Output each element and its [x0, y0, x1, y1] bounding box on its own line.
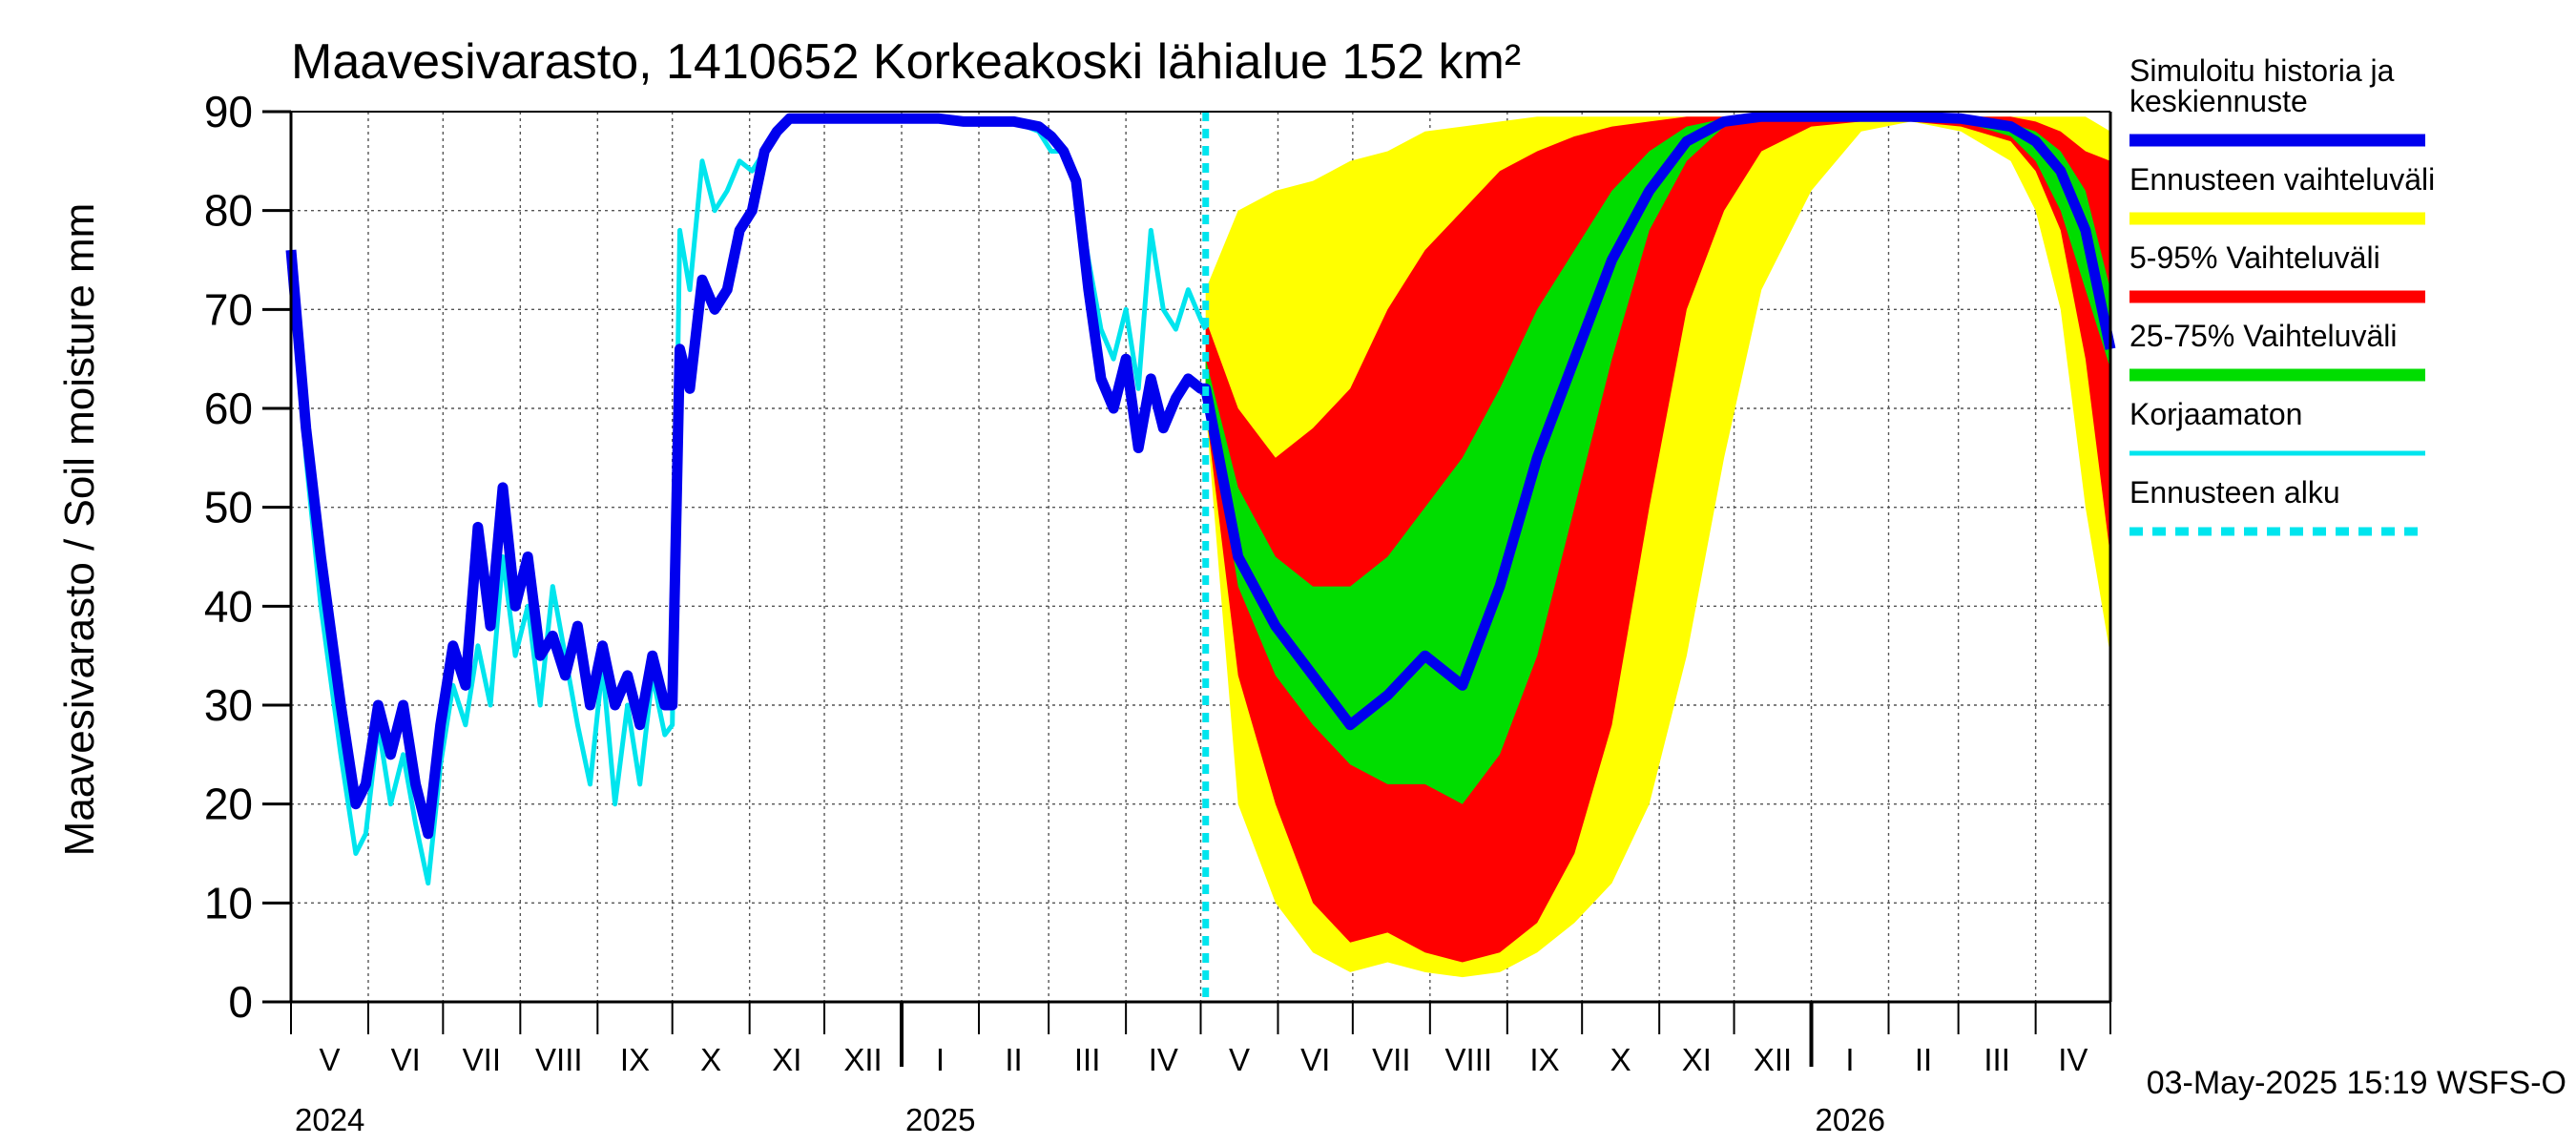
- x-tick-label: IX: [620, 1042, 650, 1077]
- y-tick-label: 80: [204, 186, 253, 236]
- series-layer: [285, 111, 2116, 1002]
- year-label: 2025: [905, 1102, 975, 1137]
- x-tick-label: X: [700, 1042, 721, 1077]
- x-tick-label: I: [936, 1042, 945, 1077]
- legend-label: 5-95% Vaihteluväli: [2129, 240, 2380, 275]
- x-tick-label: VIII: [1445, 1042, 1493, 1077]
- legend-label: Ennusteen alku: [2129, 475, 2340, 510]
- x-tick-label: II: [1005, 1042, 1022, 1077]
- y-axis-label: Maavesivarasto / Soil moisture mm: [56, 203, 103, 857]
- x-tick-label: IV: [2058, 1042, 2088, 1077]
- line-korjaamaton: [288, 114, 1208, 886]
- y-tick-label: 50: [204, 483, 253, 532]
- legend-label: keskiennuste: [2129, 84, 2308, 118]
- legend-label: Ennusteen vaihteluväli: [2129, 162, 2435, 197]
- y-tick-label: 20: [204, 780, 253, 829]
- y-tick-label: 60: [204, 384, 253, 433]
- y-tick-label: 40: [204, 581, 253, 631]
- grid: [291, 111, 2110, 1003]
- x-tick-label: XII: [843, 1042, 882, 1077]
- x-tick-label: X: [1610, 1042, 1631, 1077]
- y-tick-label: 10: [204, 878, 253, 927]
- timestamp-footer: 03-May-2025 15:19 WSFS-O: [2147, 1065, 2566, 1101]
- x-tick-label: VII: [1372, 1042, 1410, 1077]
- year-label: 2024: [295, 1102, 364, 1137]
- x-tick-label: III: [1984, 1042, 2010, 1077]
- x-tick-label: II: [1915, 1042, 1932, 1077]
- x-tick-label: XI: [772, 1042, 801, 1077]
- legend-label: 25-75% Vaihteluväli: [2129, 319, 2397, 353]
- x-tick-label: IX: [1529, 1042, 1559, 1077]
- y-tick-label: 30: [204, 680, 253, 730]
- x-tick-label: XII: [1754, 1042, 1792, 1077]
- legend-label: Simuloitu historia ja: [2129, 53, 2395, 88]
- line-simuloitu-historia-ja-keskiennuste: [285, 111, 2116, 840]
- x-tick-label: I: [1845, 1042, 1854, 1077]
- x-tick-label: V: [1229, 1042, 1250, 1077]
- legend-label: Korjaamaton: [2129, 397, 2302, 431]
- y-tick-label: 0: [228, 977, 253, 1027]
- x-tick-label: III: [1074, 1042, 1101, 1077]
- y-tick-label: 90: [204, 87, 253, 136]
- year-label: 2026: [1816, 1102, 1885, 1137]
- chart-title: Maavesivarasto, 1410652 Korkeakoski lähi…: [291, 34, 1521, 90]
- x-tick-label: VIII: [535, 1042, 583, 1077]
- y-tick-label: 70: [204, 284, 253, 334]
- x-tick-label: VI: [391, 1042, 421, 1077]
- x-tick-label: IV: [1149, 1042, 1178, 1077]
- x-tick-label: V: [319, 1042, 340, 1077]
- x-tick-label: VI: [1300, 1042, 1330, 1077]
- x-tick-label: VII: [463, 1042, 501, 1077]
- band-25-75-vaihteluv-li: [1205, 116, 2110, 804]
- x-tick-label: XI: [1682, 1042, 1712, 1077]
